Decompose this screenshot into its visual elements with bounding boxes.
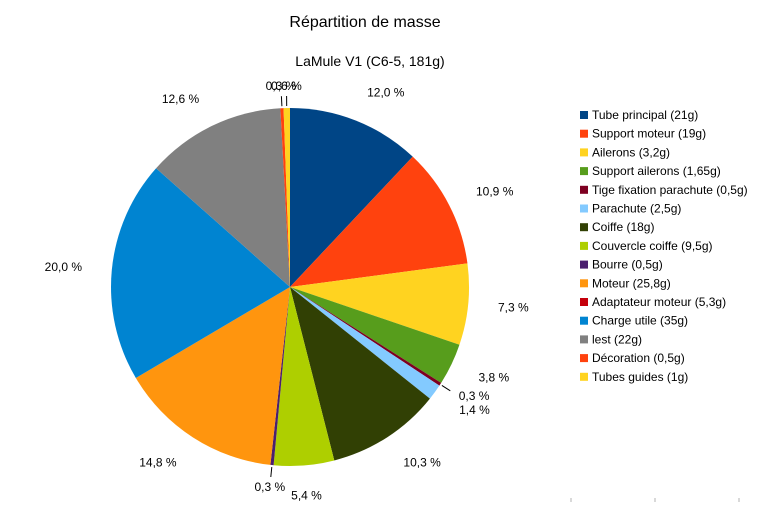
- percent-label: 14,8 %: [139, 456, 177, 470]
- pie-slice-tube-principal-21g: [290, 108, 413, 287]
- leader-line: [441, 384, 451, 392]
- legend: Tube principal (21g) Support moteur (19g)…: [580, 108, 748, 384]
- legend-swatch-decoration-0-5g: [580, 354, 588, 363]
- pie-slice-tige-fixation-parachute-0-5g: [290, 287, 442, 386]
- legend-label-ailerons-3-2g: Ailerons (3,2g): [592, 145, 670, 159]
- percent-label: 1,4 %: [459, 403, 490, 417]
- legend-swatch-tige-fixation-parachute-0-5g: [580, 185, 588, 194]
- percent-label: 10,9 %: [476, 185, 514, 199]
- legend-label-adaptateur-moteur-5-3g: Adaptateur moteur (5,3g): [592, 295, 726, 309]
- legend-label-parachute-2-5g: Parachute (2,5g): [592, 202, 681, 216]
- pie-slice-tubes-guides-1g: [283, 108, 290, 287]
- pie-slice-ailerons-3-2g: [290, 263, 470, 345]
- legend-label-charge-utile-35g: Charge utile (35g): [592, 314, 688, 328]
- legend-label-tubes-guides-1g: Tubes guides (1g): [592, 370, 688, 384]
- pie-slice-parachute-2-5g: [290, 287, 440, 399]
- pie-slices: [111, 108, 470, 467]
- legend-swatch-lest-22g: [580, 335, 588, 344]
- legend-label-tige-fixation-parachute-0-5g: Tige fixation parachute (0,5g): [592, 183, 748, 197]
- leader-line: [280, 96, 283, 107]
- pie-slice-coiffe-18g: [290, 287, 430, 461]
- legend-label-moteur-25-8g: Moteur (25,8g): [592, 276, 671, 290]
- legend-swatch-parachute-2-5g: [580, 204, 588, 213]
- pie-slice-couvercle-coiffe-9-5g: [273, 287, 335, 467]
- percent-label: 5,4 %: [291, 488, 322, 502]
- pie-slice-support-moteur-19g: [290, 156, 468, 287]
- legend-swatch-moteur-25-8g: [580, 279, 588, 288]
- pie-slice-charge-utile-35g: [111, 168, 290, 378]
- legend-label-support-ailerons-1-65g: Support ailerons (1,65g): [592, 164, 721, 178]
- pie-slice-bourre-0-5g: [270, 287, 290, 466]
- chart-subtitle: LaMule V1 (C6-5, 181g): [295, 53, 444, 69]
- percent-label: 0,6 %: [271, 79, 302, 93]
- percent-label: 7,3 %: [498, 301, 529, 315]
- legend-label-bourre-0-5g: Bourre (0,5g): [592, 258, 663, 272]
- percent-label: 10,3 %: [403, 456, 441, 470]
- pie-slice-lest-22g: [156, 108, 290, 287]
- legend-swatch-support-ailerons-1-65g: [580, 167, 588, 176]
- legend-label-couvercle-coiffe-9-5g: Couvercle coiffe (9,5g): [592, 239, 713, 253]
- legend-swatch-bourre-0-5g: [580, 260, 588, 269]
- leader-line: [270, 467, 273, 478]
- legend-label-lest-22g: lest (22g): [592, 332, 642, 346]
- legend-swatch-couvercle-coiffe-9-5g: [580, 241, 588, 250]
- legend-swatch-adaptateur-moteur-5-3g: [580, 298, 588, 306]
- pie-slice-moteur-25-8g: [135, 287, 290, 465]
- pie-slice-decoration-0-5g: [280, 108, 290, 288]
- percent-label: 0,3 %: [266, 79, 297, 93]
- legend-label-tube-principal-21g: Tube principal (21g): [592, 108, 698, 122]
- percent-label: 0,3 %: [459, 389, 490, 403]
- legend-label-coiffe-18g: Coiffe (18g): [592, 220, 654, 234]
- chart-title: Répartition de masse: [289, 14, 440, 31]
- legend-swatch-ailerons-3-2g: [580, 148, 588, 157]
- legend-swatch-tube-principal-21g: [580, 111, 588, 119]
- legend-label-support-moteur-19g: Support moteur (19g): [592, 127, 706, 141]
- legend-label-decoration-0-5g: Décoration (0,5g): [592, 351, 685, 365]
- percent-label: 0,3 %: [254, 480, 285, 494]
- leader-lines: [270, 95, 451, 478]
- legend-swatch-tubes-guides-1g: [580, 372, 588, 381]
- pie-slice-support-ailerons-1-65g: [290, 287, 460, 383]
- percent-label: 3,8 %: [479, 370, 510, 384]
- legend-swatch-charge-utile-35g: [580, 316, 588, 325]
- percent-labels: 12,0 %10,9 %7,3 %3,8 %0,3 %1,4 %10,3 %5,…: [45, 79, 529, 502]
- percent-label: 20,0 %: [45, 260, 83, 274]
- legend-swatch-support-moteur-19g: [580, 129, 588, 138]
- legend-swatch-coiffe-18g: [580, 223, 588, 232]
- axis-ticks: [570, 498, 740, 502]
- percent-label: 12,0 %: [367, 86, 405, 100]
- percent-label: 12,6 %: [162, 92, 200, 106]
